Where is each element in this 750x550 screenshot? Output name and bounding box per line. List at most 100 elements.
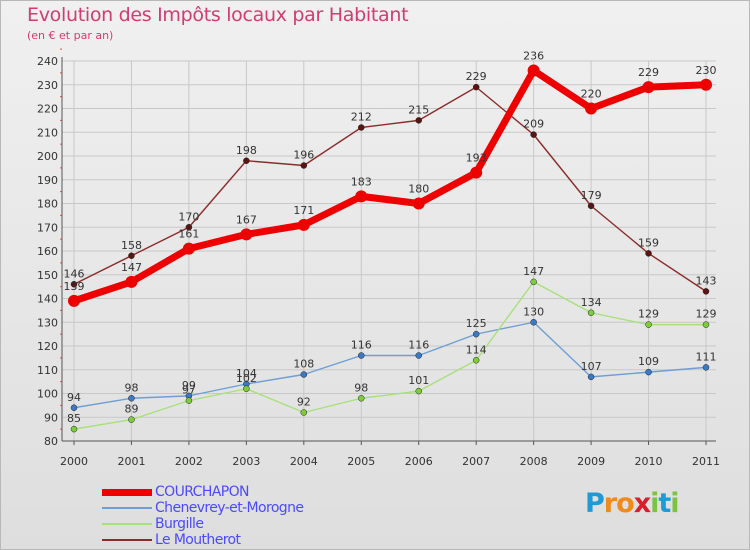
data-point (530, 278, 537, 286)
logo-letter: i (670, 488, 679, 519)
data-label: 108 (293, 358, 314, 371)
chart-subtitle: (en € et par an) (27, 29, 114, 42)
data-point (300, 409, 308, 416)
data-point (645, 321, 652, 328)
y-axis-ticks: 80 90 100 110 120 130 140 150 160 170 180 190 200 210… (37, 55, 58, 448)
data-label: 158 (121, 239, 142, 252)
data-point (185, 224, 193, 231)
data-label: 125 (466, 317, 487, 330)
data-point (700, 78, 712, 91)
legend-swatch (102, 539, 152, 541)
data-point (587, 309, 595, 316)
data-label: 236 (523, 50, 544, 63)
data-point (355, 190, 368, 203)
y-tick-label: 190 (37, 174, 58, 187)
y-tick-label: 100 (37, 388, 58, 401)
data-label: 109 (638, 355, 659, 368)
y-tick-label: 200 (37, 150, 58, 163)
data-label: 116 (351, 339, 372, 352)
data-point (645, 250, 652, 257)
data-label: 129 (696, 308, 717, 321)
data-label: 183 (351, 175, 372, 188)
x-tick-label: 2007 (462, 455, 490, 468)
data-label: 143 (696, 274, 717, 287)
legend-swatch (102, 523, 152, 525)
data-label: 171 (293, 204, 314, 217)
data-point (358, 124, 365, 131)
data-label: 220 (581, 88, 602, 101)
x-tick-label: 2003 (232, 455, 260, 468)
data-point (415, 387, 422, 395)
data-point (240, 228, 253, 241)
data-label: 130 (523, 305, 544, 318)
y-tick-label: 240 (37, 55, 58, 68)
x-tick-label: 2005 (347, 455, 375, 468)
data-point (587, 202, 595, 210)
x-tick-label: 2006 (405, 455, 433, 468)
x-tick-label: 2000 (60, 455, 88, 468)
legend-label: Le Moutherot (155, 532, 241, 548)
data-label: 104 (236, 367, 257, 380)
y-tick-label: 120 (37, 340, 58, 353)
y-tick-label: 80 (44, 435, 58, 448)
data-point (527, 64, 540, 77)
x-tick-label: 2001 (117, 455, 145, 468)
data-label: 147 (121, 261, 142, 274)
series-layer (68, 64, 712, 433)
y-tick-label: 170 (37, 221, 58, 234)
data-point (297, 218, 310, 231)
y-tick-label: 210 (37, 126, 58, 139)
data-label: 159 (638, 236, 659, 249)
data-label: 167 (236, 213, 257, 226)
data-label: 129 (638, 308, 659, 321)
data-label: 196 (293, 149, 314, 162)
y-tick-label: 90 (44, 411, 58, 424)
data-point (530, 319, 537, 326)
data-label: 94 (67, 391, 81, 404)
data-point (185, 397, 193, 404)
data-label: 229 (638, 66, 659, 79)
data-point (358, 395, 365, 402)
y-tick-label: 160 (37, 245, 58, 258)
logo-letter: P (585, 488, 605, 519)
data-label: 230 (696, 64, 717, 77)
legend-swatch (102, 488, 152, 496)
legend-label: Burgille (155, 516, 204, 532)
axes (60, 48, 716, 445)
data-point (702, 321, 710, 328)
logo-letter: x (633, 488, 651, 519)
data-label: 198 (236, 144, 257, 157)
chart-title: Evolution des Impôts locaux par Habitant (27, 4, 409, 26)
data-point (182, 242, 195, 255)
logo-letter: t (658, 488, 671, 519)
data-point (68, 294, 80, 307)
data-point (128, 252, 135, 259)
data-label: 114 (466, 343, 487, 356)
data-point (415, 352, 422, 359)
grid (62, 60, 716, 441)
data-label: 85 (67, 412, 81, 425)
data-point (412, 197, 425, 210)
data-label: 99 (182, 379, 196, 392)
legend-label: Chenevrey-et-Morogne (155, 500, 304, 516)
data-label: 97 (182, 384, 196, 397)
data-label: 147 (523, 265, 544, 278)
data-label: 193 (466, 152, 487, 165)
data-label: 229 (466, 70, 487, 83)
data-label: 146 (64, 267, 85, 280)
data-point (70, 281, 78, 288)
data-label: 98 (354, 381, 368, 394)
data-point (472, 83, 480, 91)
series-line-burgille (73, 281, 706, 430)
data-label: 209 (523, 118, 544, 131)
x-tick-label: 2009 (577, 455, 605, 468)
x-tick-label: 2004 (290, 455, 318, 468)
y-tick-label: 130 (37, 316, 58, 329)
data-point (243, 157, 250, 164)
data-point (70, 404, 78, 411)
logo-letter: i (650, 488, 659, 519)
data-label: 212 (351, 111, 372, 124)
logo-letter: r (603, 488, 617, 519)
legend-label: COURCHAPON (155, 484, 249, 500)
